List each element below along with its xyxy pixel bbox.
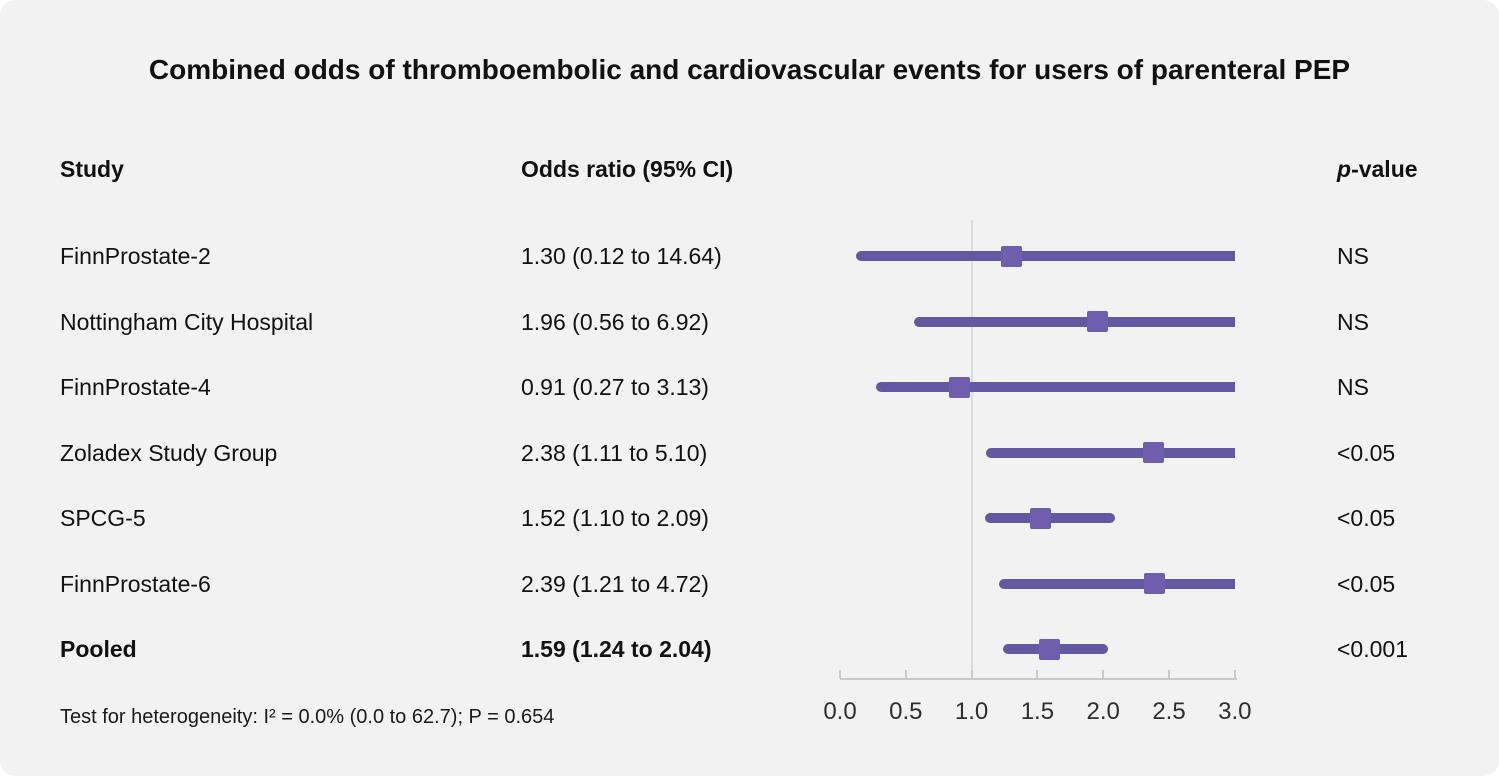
column-header-study: Study [60,156,124,182]
odds-ratio-value: 1.59 (1.24 to 2.04) [521,636,712,662]
p-value: <0.05 [1337,439,1396,466]
study-label: Nottingham City Hospital [60,308,314,335]
reference-line-1 [970,220,973,678]
p-value: NS [1337,243,1369,269]
odds-ratio-value: 1.30 (0.12 to 14.64) [521,243,722,269]
column-header-odds-ratio: Odds ratio (95% CI) [521,156,734,182]
odds-ratio-value: 1.52 (1.10 to 2.09) [521,505,709,531]
ci-line [855,251,1235,261]
axis-tick-label: 1.5 [1020,698,1055,725]
or-marker [1000,245,1022,267]
axis-tick-label: 1.0 [954,698,989,725]
axis-tick [904,670,907,678]
axis-tick [1168,670,1170,678]
p-value: <0.001 [1337,636,1408,662]
axis-tick [839,670,841,678]
page-title: Combined odds of thromboembolic and card… [148,54,1351,85]
study-label: SPCG-5 [60,505,146,531]
odds-ratio-value: 1.96 (0.56 to 6.92) [521,308,709,335]
ci-line [875,382,1235,392]
axis-tick-label: 2.5 [1152,698,1186,725]
axis-tick-label: 3.0 [1218,698,1252,725]
axis-tick-label: 0.5 [889,698,923,725]
p-value: NS [1337,374,1369,400]
or-marker [1038,638,1060,660]
or-marker [949,376,971,398]
column-header-p-value: p-value [1337,156,1418,183]
p-value: NS [1337,308,1369,335]
heterogeneity-footnote: Test for heterogeneity: I² = 0.0% (0.0 t… [60,706,555,728]
or-marker [1144,573,1166,594]
axis-tick [1233,670,1236,678]
or-marker [1142,442,1164,463]
x-axis-line [840,678,1237,680]
axis-tick-label: 0.0 [823,698,857,725]
ci-line [913,316,1235,327]
study-label: FinnProstate-2 [60,243,211,269]
p-value-header-rest: -value [1351,156,1418,182]
ci-line [999,578,1235,589]
ci-line [986,447,1235,458]
axis-tick [1036,670,1039,678]
or-marker [1087,311,1109,332]
study-label: FinnProstate-4 [60,374,211,400]
axis-tick [970,670,973,678]
p-value-header-italic-p: p [1337,156,1352,182]
study-label: Pooled [60,636,137,662]
or-marker [1029,507,1051,529]
study-label: Zoladex Study Group [60,439,278,466]
p-value: <0.05 [1337,505,1396,531]
axis-tick-label: 2.0 [1086,698,1120,725]
axis-tick [1102,670,1105,678]
odds-ratio-value: 0.91 (0.27 to 3.13) [521,374,709,400]
p-value: <0.05 [1337,570,1396,597]
odds-ratio-value: 2.38 (1.11 to 5.10) [521,439,708,466]
odds-ratio-value: 2.39 (1.21 to 4.72) [521,570,709,597]
study-label: FinnProstate-6 [60,570,211,597]
